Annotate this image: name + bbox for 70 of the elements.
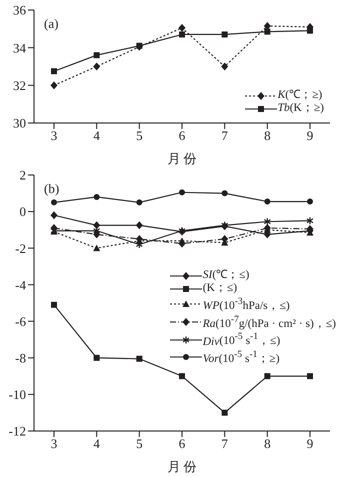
x-tick-label: 4 [93, 128, 100, 144]
annotation: (a) [44, 16, 58, 32]
point [93, 221, 100, 230]
point [221, 62, 228, 70]
point [136, 356, 142, 362]
point [50, 211, 58, 220]
point [264, 198, 270, 205]
point [136, 199, 142, 206]
y-tick-label: -12 [8, 424, 26, 439]
point [94, 354, 100, 361]
point [264, 218, 271, 226]
point [51, 199, 57, 206]
x-tick-label: 7 [221, 436, 228, 452]
point [221, 235, 228, 243]
point [93, 244, 100, 252]
x-tick-label: 9 [306, 128, 314, 144]
point [306, 216, 314, 225]
x-tick-label: 9 [306, 436, 314, 452]
x-tick-label: 5 [136, 436, 143, 452]
legend-label: Tb(K；≥) [278, 102, 324, 114]
x-tick-label: 6 [178, 128, 186, 144]
x-tick-label: 3 [50, 128, 58, 144]
point [179, 31, 185, 38]
legend-label: Div(10$^{-5}$ s$^{-1}$，≤) [202, 332, 280, 348]
x-tick-label: 3 [50, 436, 58, 452]
point [51, 302, 57, 308]
point [51, 68, 57, 74]
y-tick-label: 36 [13, 2, 26, 18]
y-tick-label: 2 [20, 168, 26, 183]
point [50, 81, 58, 90]
point [264, 28, 270, 35]
point [179, 189, 185, 196]
x-tick-label: 6 [178, 436, 186, 452]
x-tick-label: 5 [136, 128, 143, 144]
point [136, 42, 142, 49]
x-tick-label: 7 [221, 128, 228, 144]
y-tick-label: -10 [8, 387, 26, 402]
y-tick-label: -2 [15, 240, 26, 256]
point [307, 198, 313, 205]
point [264, 373, 270, 380]
legend-label: Vor(10$^{-5}$ s$^{-1}$；≥) [202, 349, 280, 366]
annotation: (b) [44, 181, 60, 197]
y-tick-label: -4 [15, 277, 26, 292]
x-tick-label: 4 [93, 436, 100, 452]
y-tick-label: -8 [15, 350, 26, 366]
point [307, 28, 313, 34]
point [222, 410, 228, 416]
x-tick-label: 8 [264, 128, 271, 144]
x-axis-title: 月 份 [167, 459, 197, 474]
point [93, 62, 100, 70]
y-tick-label: 32 [13, 78, 26, 93]
legend-label: (K；≤) [202, 282, 238, 294]
x-tick-label: 8 [264, 436, 271, 452]
point [136, 221, 143, 230]
point [179, 373, 185, 380]
y-tick-label: 34 [13, 40, 26, 56]
point [222, 190, 228, 196]
y-tick-label: -6 [15, 314, 26, 329]
legend-label: Ra(10$^{-7}$g/(hPa · cm² · s)，≤) [202, 314, 336, 330]
legend-label: K(℃；≥) [278, 89, 322, 101]
point [222, 31, 228, 38]
y-tick-label: 0 [20, 204, 26, 220]
point [178, 24, 186, 32]
point [307, 373, 313, 380]
point [94, 194, 100, 200]
point [94, 52, 100, 58]
legend-label: WP(10$^{-3}$hPa/s，≤) [202, 296, 290, 312]
y-tick-label: 30 [13, 116, 26, 131]
x-axis-title: 月 份 [167, 151, 197, 166]
legend-label: SI(℃；≤) [202, 269, 250, 281]
